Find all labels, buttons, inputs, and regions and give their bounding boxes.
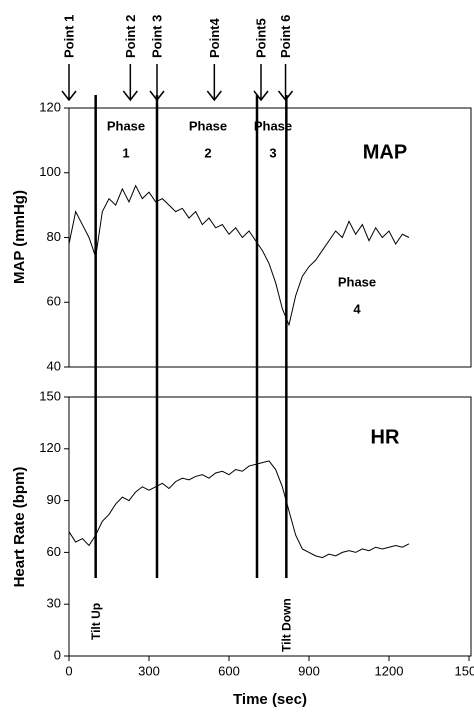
event-label: Tilt Up <box>89 603 103 640</box>
phase-label: Phase <box>254 118 292 133</box>
y-tick-label: 100 <box>39 164 61 179</box>
data-line <box>68 184 410 327</box>
phase-label: Phase <box>107 118 145 133</box>
phase-label: Phase <box>189 118 227 133</box>
x-tick-label: 600 <box>218 663 240 678</box>
phase-number: 4 <box>353 301 361 316</box>
x-tick-label: 1200 <box>375 663 404 678</box>
arrow-head <box>206 90 222 102</box>
y-tick-label: 40 <box>47 358 61 373</box>
event-label: Tilt Down <box>280 598 294 652</box>
x-tick-label: 0 <box>65 663 72 678</box>
phase-number: 1 <box>122 145 129 160</box>
y-tick-label: 80 <box>47 229 61 244</box>
arrow-head <box>122 90 138 102</box>
y-tick-label: 60 <box>47 544 61 559</box>
phase-number: 2 <box>204 145 211 160</box>
point-label: Point4 <box>207 18 222 58</box>
phase-label: Phase <box>338 274 376 289</box>
arrow-head <box>61 90 77 102</box>
plot-frame <box>68 396 472 657</box>
arrow-head <box>253 90 269 102</box>
x-axis-label: Time (sec) <box>233 691 307 708</box>
x-tick-label: 900 <box>298 663 320 678</box>
point-label: Point 2 <box>123 15 138 58</box>
y-tick-label: 120 <box>39 440 61 455</box>
y-axis-label: Heart Rate (bpm) <box>11 467 28 588</box>
y-tick-label: 0 <box>54 647 61 662</box>
y-tick-label: 30 <box>47 596 61 611</box>
panel-title: HR <box>371 426 400 448</box>
point-label: Point 1 <box>61 15 76 58</box>
phase-number: 3 <box>269 145 276 160</box>
y-tick-label: 90 <box>47 492 61 507</box>
arrow-head <box>149 90 165 102</box>
y-tick-label: 150 <box>39 388 61 403</box>
y-axis-label: MAP (mmHg) <box>11 190 28 284</box>
point-label: Point5 <box>253 18 268 58</box>
y-tick-label: 120 <box>39 99 61 114</box>
arrow-head <box>277 90 294 102</box>
data-line <box>68 460 410 559</box>
point-label: Point 3 <box>149 15 164 58</box>
y-tick-label: 60 <box>47 294 61 309</box>
x-tick-label: 300 <box>138 663 160 678</box>
point-label: Point 6 <box>278 15 293 58</box>
panel-title: MAP <box>363 141 407 163</box>
